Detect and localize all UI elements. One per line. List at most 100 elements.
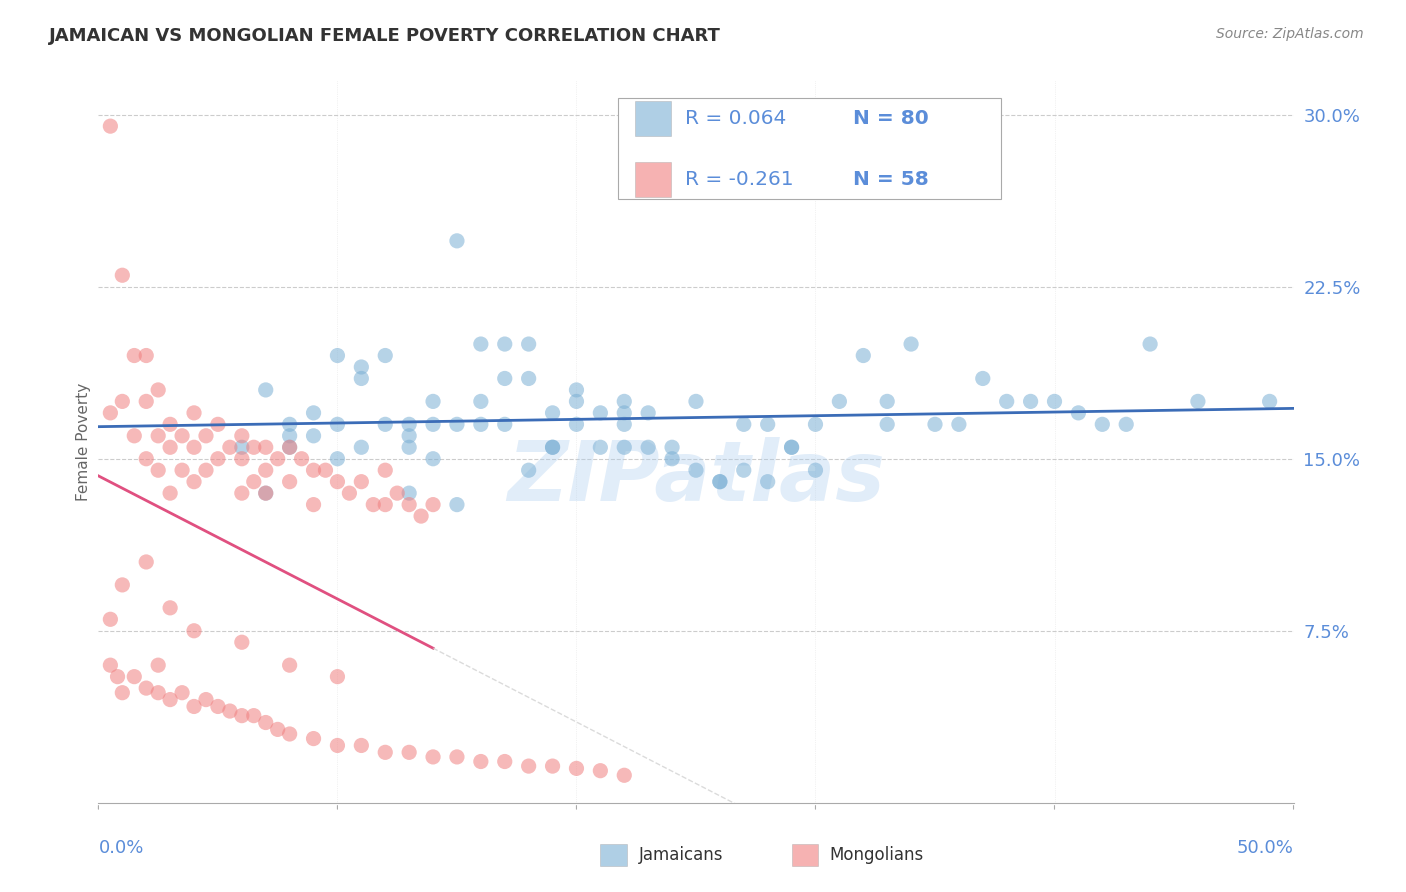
Point — [172, 429, 194, 443]
Point — [195, 429, 218, 443]
Point — [111, 578, 134, 592]
Point — [385, 486, 409, 500]
Point — [1187, 394, 1209, 409]
Point — [900, 337, 922, 351]
Point — [350, 359, 373, 374]
Point — [148, 429, 170, 443]
Point — [685, 394, 707, 409]
Point — [589, 440, 612, 454]
Point — [1139, 337, 1161, 351]
Point — [613, 394, 636, 409]
Point — [995, 394, 1018, 409]
Point — [350, 475, 373, 489]
Point — [267, 451, 290, 466]
Point — [374, 417, 396, 432]
Point — [828, 394, 851, 409]
Point — [565, 761, 588, 775]
Point — [278, 475, 301, 489]
Point — [326, 670, 349, 684]
Text: 0.0%: 0.0% — [98, 838, 143, 857]
Point — [278, 417, 301, 432]
Point — [804, 463, 827, 477]
Point — [541, 440, 564, 454]
Point — [254, 486, 277, 500]
Point — [541, 759, 564, 773]
Point — [159, 417, 181, 432]
Point — [637, 406, 659, 420]
Point — [326, 451, 349, 466]
Point — [148, 658, 170, 673]
Point — [1091, 417, 1114, 432]
Point — [326, 417, 349, 432]
Point — [98, 658, 122, 673]
Y-axis label: Female Poverty: Female Poverty — [76, 383, 91, 500]
Point — [148, 383, 170, 397]
Point — [231, 708, 253, 723]
Point — [243, 475, 266, 489]
Point — [315, 463, 337, 477]
Point — [374, 463, 396, 477]
Point — [613, 417, 636, 432]
Point — [1067, 406, 1090, 420]
Point — [446, 498, 468, 512]
Point — [661, 440, 683, 454]
Point — [98, 119, 122, 133]
Point — [780, 440, 803, 454]
Point — [398, 486, 420, 500]
Point — [107, 670, 129, 684]
Point — [422, 394, 444, 409]
Point — [541, 440, 564, 454]
Text: N = 80: N = 80 — [852, 109, 928, 128]
Point — [565, 394, 588, 409]
Point — [183, 440, 205, 454]
Point — [756, 417, 779, 432]
Point — [267, 723, 290, 737]
Point — [1258, 394, 1281, 409]
Point — [183, 406, 205, 420]
Point — [470, 394, 492, 409]
Point — [124, 670, 146, 684]
Point — [254, 383, 277, 397]
Point — [278, 440, 301, 454]
Point — [183, 699, 205, 714]
Point — [231, 440, 253, 454]
Point — [398, 429, 420, 443]
Point — [637, 440, 659, 454]
Point — [326, 475, 349, 489]
Point — [446, 234, 468, 248]
Point — [111, 268, 134, 283]
Point — [685, 463, 707, 477]
Point — [183, 475, 205, 489]
Point — [374, 745, 396, 759]
Bar — [636, 162, 671, 196]
Point — [398, 745, 420, 759]
Point — [780, 440, 803, 454]
Point — [517, 337, 540, 351]
Point — [124, 429, 146, 443]
Point — [972, 371, 994, 385]
Text: ZIPatlas: ZIPatlas — [508, 437, 884, 518]
Point — [183, 624, 205, 638]
Point — [148, 686, 170, 700]
Point — [876, 394, 898, 409]
Point — [709, 475, 731, 489]
Point — [111, 394, 134, 409]
Point — [278, 658, 301, 673]
Point — [207, 699, 229, 714]
Point — [374, 349, 396, 363]
Text: R = -0.261: R = -0.261 — [685, 169, 794, 189]
Point — [494, 755, 516, 769]
Point — [278, 440, 301, 454]
Point — [613, 768, 636, 782]
Point — [254, 463, 277, 477]
Point — [207, 417, 229, 432]
Point — [411, 509, 433, 524]
Point — [852, 349, 875, 363]
Point — [1019, 394, 1042, 409]
Point — [422, 750, 444, 764]
Point — [98, 612, 122, 626]
Point — [135, 394, 157, 409]
Point — [350, 440, 373, 454]
Point — [254, 715, 277, 730]
Point — [661, 451, 683, 466]
